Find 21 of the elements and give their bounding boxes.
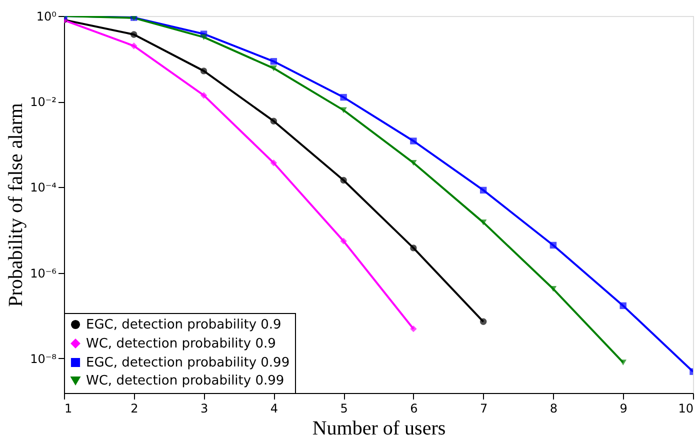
x-tick-label: 10 <box>678 402 694 416</box>
x-tick-label: 4 <box>270 402 278 416</box>
legend-label: WC, detection probability 0.99 <box>86 374 284 388</box>
legend-label: EGC, detection probability 0.99 <box>86 356 290 370</box>
x-tick-label: 9 <box>620 402 628 416</box>
y-tick-label: 10⁻⁸ <box>30 352 57 366</box>
x-tick-label: 7 <box>480 402 488 416</box>
x-tick-label: 2 <box>130 402 138 416</box>
y-tick-label: 10⁰ <box>36 10 57 24</box>
x-tick-label: 1 <box>64 402 72 416</box>
y-tick-label: 10⁻⁴ <box>30 180 57 195</box>
y-tick-label: 10⁻⁶ <box>30 266 57 280</box>
x-axis-title: Number of users <box>312 418 446 440</box>
y-tick-label: 10⁻² <box>30 95 57 110</box>
x-tick-label: 8 <box>550 402 558 416</box>
x-tick-label: 6 <box>410 402 418 416</box>
x-tick-label: 3 <box>200 402 208 416</box>
y-axis-title: Probability of false alarm <box>5 102 28 307</box>
legend-label: WC, detection probability 0.9 <box>86 336 276 352</box>
x-tick-label: 5 <box>340 402 348 416</box>
legend-label: EGC, detection probability 0.9 <box>86 318 282 332</box>
